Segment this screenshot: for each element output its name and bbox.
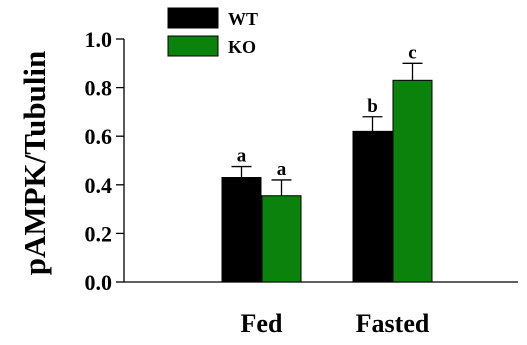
legend-swatch-KO — [167, 35, 219, 57]
legend: WT KO — [167, 7, 258, 57]
significance-label-KO-Fasted: c — [408, 42, 416, 63]
bar-WT-Fasted — [352, 130, 393, 283]
legend-label-KO: KO — [228, 37, 256, 57]
legend-swatch-WT — [167, 7, 219, 29]
y-tick-label-3: 0.6 — [85, 124, 113, 149]
bar-WT-Fed — [221, 177, 262, 283]
significance-label-WT-Fasted: b — [367, 96, 378, 117]
y-axis-label: pAMPK/Tubulin — [17, 51, 52, 276]
y-tick-label-5: 1.0 — [85, 27, 113, 52]
bar-KO-Fed — [261, 195, 302, 283]
x-tick-label-1: Fasted — [356, 309, 430, 338]
x-tick-label-0: Fed — [241, 309, 283, 338]
y-tick-label-4: 0.8 — [85, 76, 113, 101]
significance-label-KO-Fed: a — [277, 159, 287, 180]
significance-label-WT-Fed: a — [237, 146, 247, 167]
y-tick-label-0: 0.0 — [85, 270, 113, 295]
y-tick-label-2: 0.4 — [85, 173, 113, 198]
legend-label-WT: WT — [228, 9, 258, 29]
plot-area: 0.0 0.2 0.4 0.6 0.8 1.0 a a Fed b c Fasted — [85, 27, 518, 338]
y-tick-label-1: 0.2 — [85, 221, 113, 246]
bar-KO-Fasted — [392, 79, 433, 283]
